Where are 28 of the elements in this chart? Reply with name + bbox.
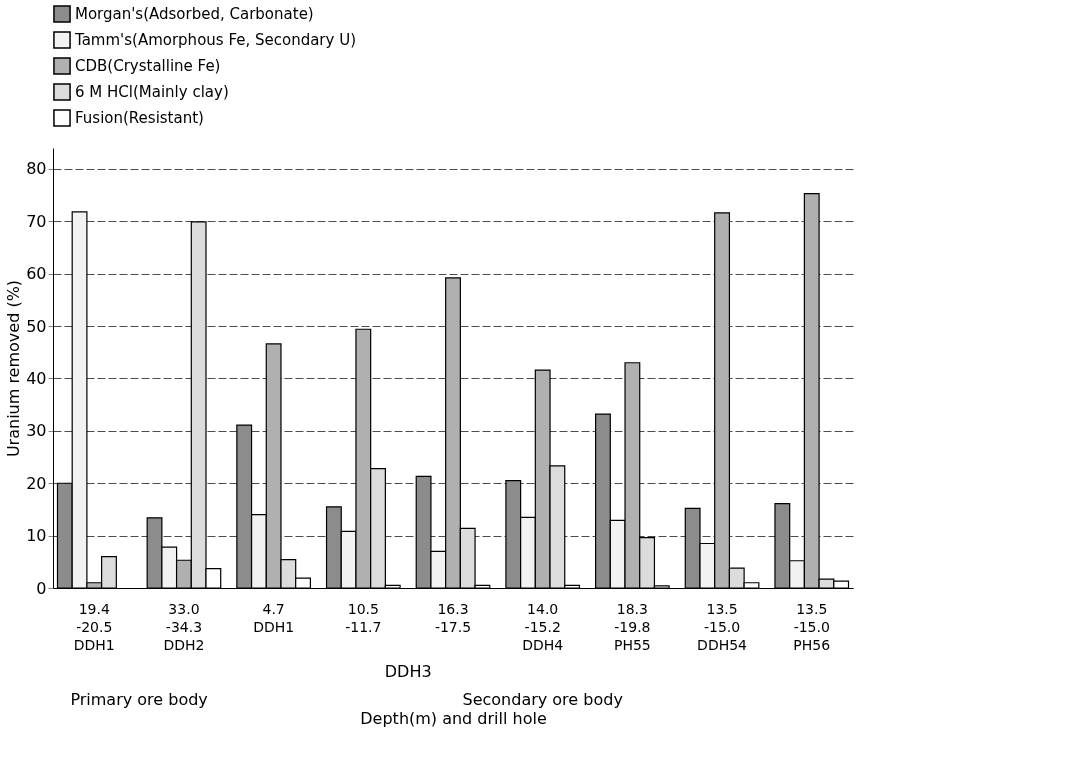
x-tick-label: 4.7 DDH1 [253, 600, 295, 635]
x-tick-label: 19.4 -20.5 DDH1 [73, 600, 115, 653]
x-tick-label: 10.5 -11.7 [345, 600, 382, 635]
x-tick-label: 18.3 -19.8 PH55 [613, 600, 651, 653]
x-tick-label: 16.3 -17.5 [434, 600, 472, 635]
legend-label: Fusion(Resistant) [75, 109, 204, 127]
text: DDH3 [384, 662, 432, 681]
legend-label: Morgan's(Adsorbed, Carbonate) [75, 5, 314, 23]
y-tick-label: 80 [26, 159, 47, 179]
y-tick-label: 20 [26, 473, 47, 493]
y-tick-label: 10 [26, 526, 47, 546]
y-tick-label: 60 [26, 264, 47, 284]
legend-label: CDB(Crystalline Fe) [75, 57, 221, 75]
legend-label: 6 M HCl(Mainly clay) [75, 83, 229, 101]
y-axis-title: Uranium removed (%) [4, 279, 24, 458]
x-tick-label: 13.5 -15.0 PH56 [793, 600, 831, 653]
text: Primary ore body [70, 690, 208, 709]
y-tick-label: 40 [26, 368, 47, 388]
y-tick-label: 50 [26, 316, 47, 336]
x-axis-title: Depth(m) and drill hole [360, 708, 547, 728]
y-tick-label: 0 [36, 578, 47, 598]
x-tick-label: 14.0 -15.2 DDH4 [522, 600, 564, 653]
text: Secondary ore body [462, 690, 623, 709]
x-tick-label: 13.5 -15.0 DDH54 [697, 600, 748, 653]
y-tick-label: 70 [26, 211, 47, 231]
legend-label: Tamm's(Amorphous Fe, Secondary U) [74, 31, 357, 49]
x-tick-label: 33.0 -34.3 DDH2 [163, 600, 205, 653]
y-tick-label: 30 [26, 421, 47, 441]
